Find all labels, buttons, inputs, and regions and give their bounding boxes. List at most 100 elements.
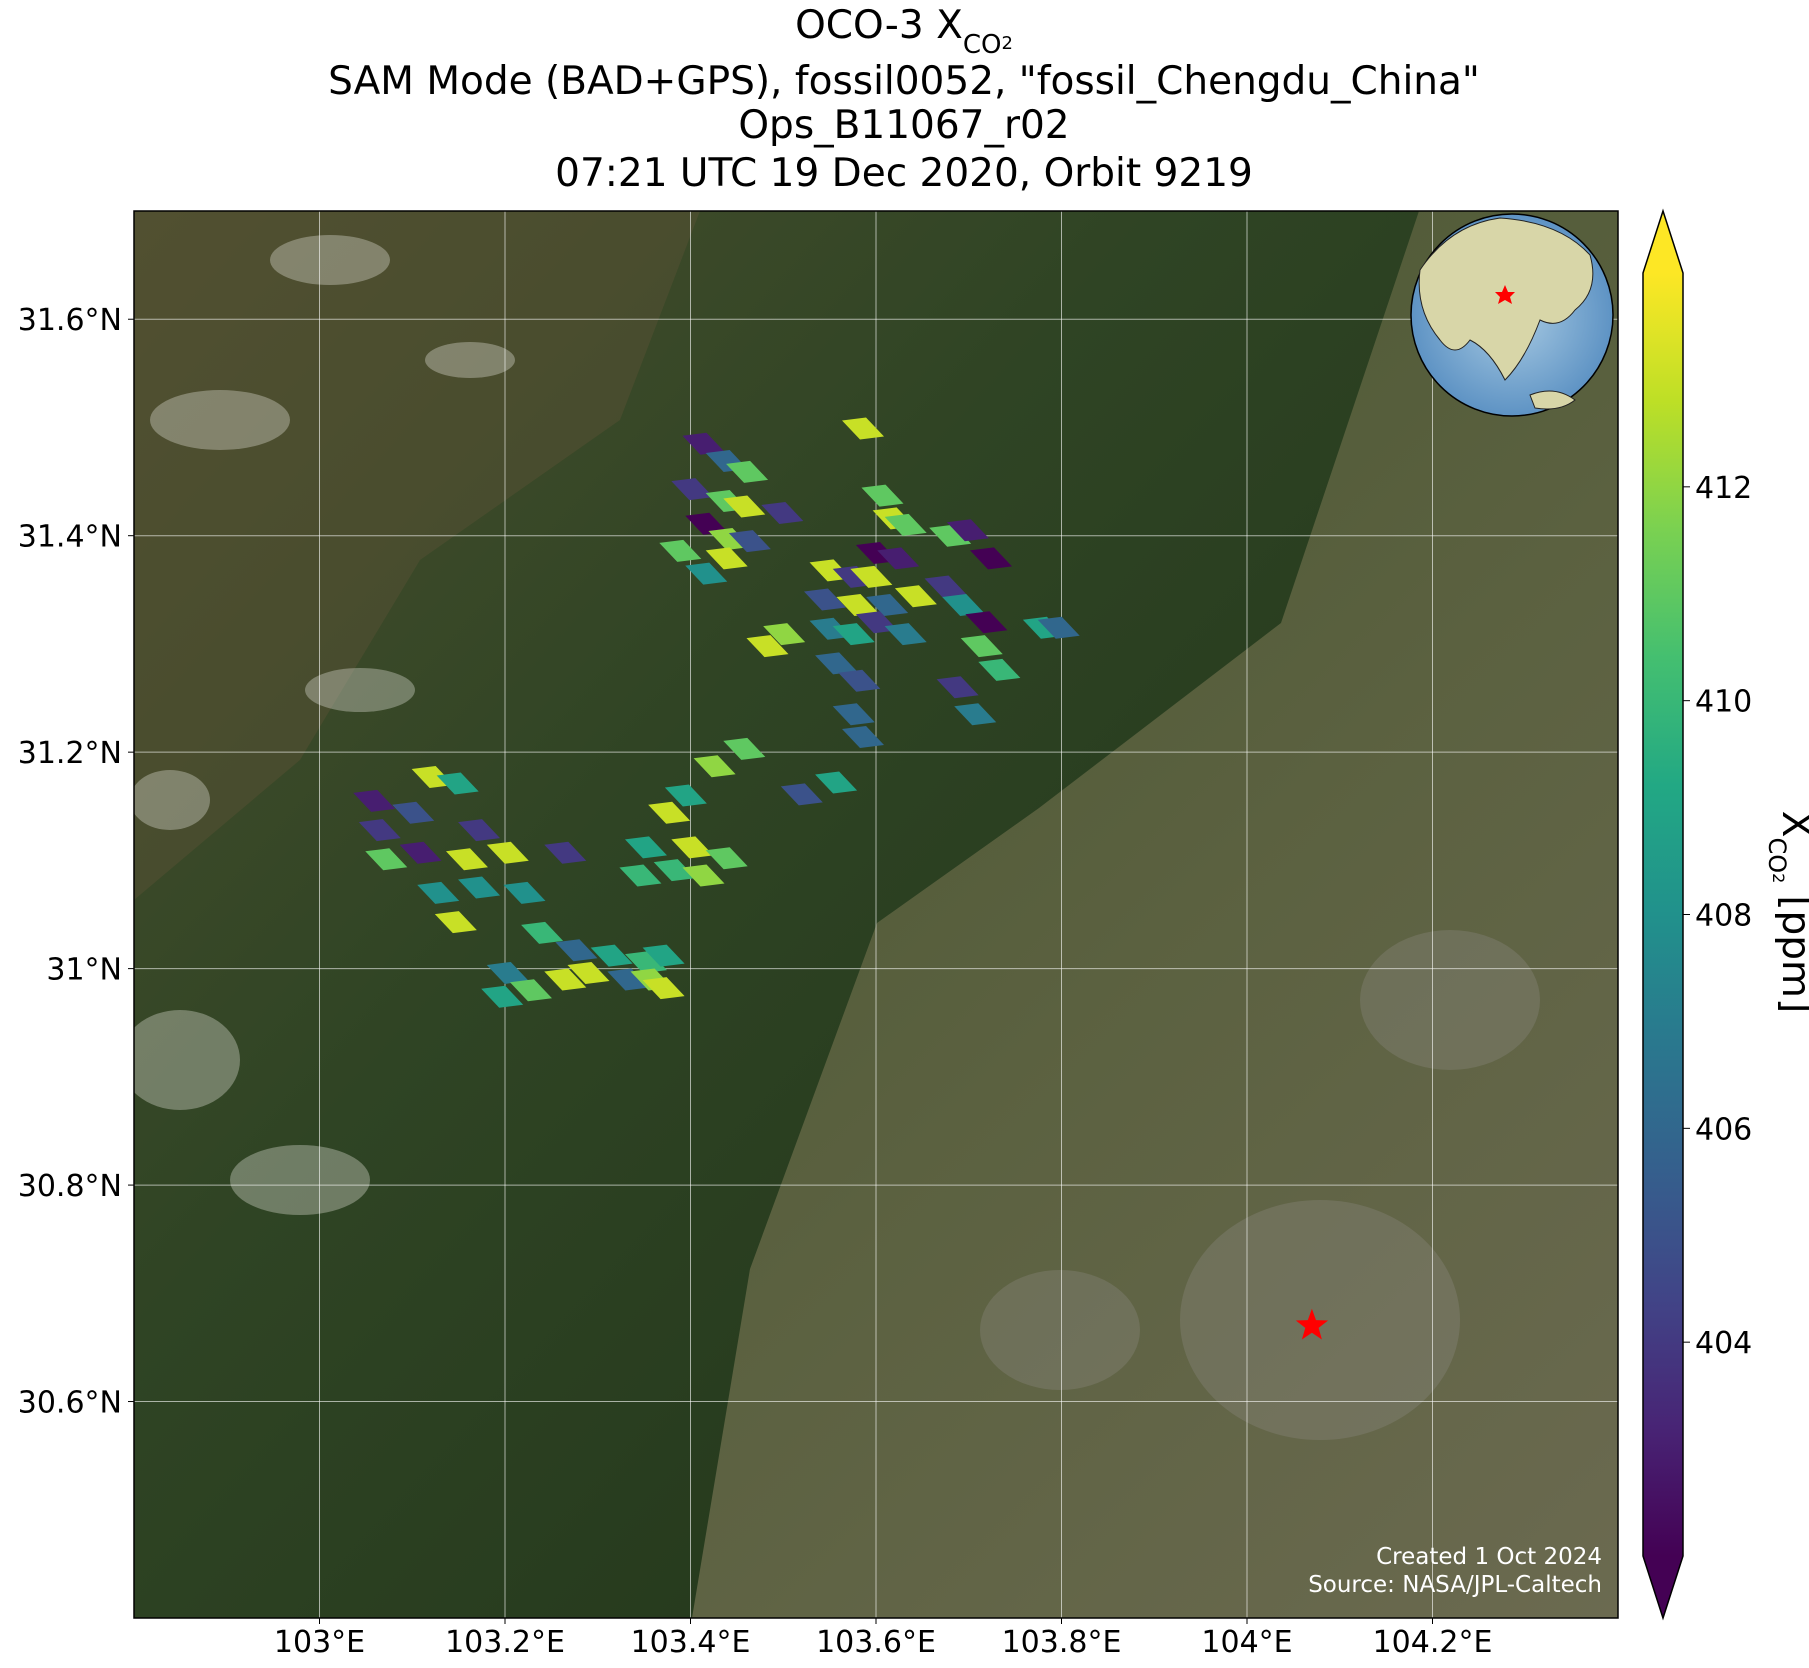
- y-tick-label: 31.6°N: [18, 303, 122, 338]
- sounding: [486, 841, 529, 864]
- title: OCO-3 XCO2 SAM Mode (BAD+GPS), fossil005…: [328, 3, 1480, 196]
- colorbar-label-unit: [ppm]: [1773, 895, 1809, 1013]
- sounding: [642, 944, 685, 967]
- sounding: [648, 801, 691, 824]
- target-star: [1295, 1308, 1329, 1340]
- sounding: [838, 669, 881, 692]
- sounding: [458, 819, 501, 842]
- sounding: [761, 501, 804, 524]
- inset-globe: [1410, 213, 1614, 417]
- y-tick-label: 30.6°N: [18, 1386, 122, 1421]
- title-line: 07:21 UTC 19 Dec 2020, Orbit 9219: [555, 151, 1253, 196]
- sounding: [861, 484, 904, 507]
- sounding: [746, 635, 789, 658]
- colorbar-tick-label: 404: [1695, 1326, 1752, 1361]
- sounding: [970, 547, 1013, 570]
- sounding: [458, 876, 501, 899]
- sounding: [803, 588, 846, 611]
- sounding: [693, 755, 736, 778]
- sounding: [664, 784, 707, 807]
- sounding: [965, 611, 1008, 634]
- sounding: [509, 979, 552, 1002]
- sounding: [705, 547, 748, 570]
- x-tick-label: 103.2°E: [445, 1625, 565, 1660]
- x-tick-label: 103.8°E: [1002, 1625, 1122, 1660]
- sounding: [842, 417, 885, 440]
- colorbar-label-subsub: 2: [1770, 873, 1789, 883]
- x-tick-label: 103.4°E: [631, 1625, 751, 1660]
- sounding: [653, 859, 696, 882]
- colorbar-label-sub: CO: [1763, 837, 1791, 873]
- title-subsub: 2: [1001, 33, 1012, 54]
- snow: [134, 235, 515, 1215]
- title-sub: CO: [963, 30, 1002, 60]
- footnote: Created 1 Oct 2024: [1376, 1544, 1602, 1570]
- globe-land: [1529, 390, 1576, 410]
- grid: [134, 211, 1618, 1618]
- sounding: [544, 968, 587, 991]
- sounding: [924, 575, 967, 598]
- sounding: [411, 766, 454, 789]
- sounding: [521, 921, 564, 944]
- mountain-terrain: [134, 211, 1419, 1618]
- sounding: [832, 703, 875, 726]
- sounding: [590, 944, 633, 967]
- sounding: [358, 819, 401, 842]
- colorbar-tick-label: 406: [1695, 1112, 1752, 1147]
- x-tick-label: 103°E: [274, 1625, 365, 1660]
- sounding: [726, 460, 769, 483]
- sounding: [503, 881, 546, 904]
- sounding: [842, 726, 885, 749]
- title-line: OCO-3 XCO2: [795, 3, 1013, 60]
- colorbar-tick-label: 412: [1695, 471, 1752, 506]
- y-tick-label: 31.4°N: [18, 520, 122, 555]
- sounding: [607, 968, 650, 991]
- sounding: [481, 985, 524, 1008]
- colorbar-tick-label: 410: [1695, 685, 1752, 720]
- soundings: [353, 417, 1080, 1008]
- sounding: [659, 539, 702, 562]
- sounding: [1037, 616, 1080, 639]
- sounding: [936, 676, 979, 699]
- sounding: [705, 847, 748, 870]
- sounding: [417, 881, 460, 904]
- y-tick-label: 31.2°N: [18, 736, 122, 771]
- high-terrain: [134, 211, 700, 900]
- sounding: [434, 911, 477, 934]
- x-tick-label: 103.6°E: [816, 1625, 936, 1660]
- sounding: [555, 939, 598, 962]
- sounding: [832, 623, 875, 646]
- colorbar-tick-label: 408: [1695, 899, 1752, 934]
- sounding: [815, 771, 858, 794]
- sounding: [682, 864, 725, 887]
- y-tick-label: 30.8°N: [18, 1169, 122, 1204]
- sounding: [894, 585, 937, 608]
- sounding: [685, 562, 728, 585]
- sounding: [978, 658, 1021, 681]
- colorbar-label: XCO2 [ppm]: [1763, 811, 1809, 1014]
- sounding: [960, 635, 1003, 658]
- sounding: [866, 593, 909, 616]
- sounding: [942, 593, 985, 616]
- sounding: [436, 772, 479, 795]
- sounding: [929, 524, 972, 547]
- colorbar: 404 406 408 410 412: [1642, 208, 1752, 1621]
- sounding: [815, 652, 858, 675]
- sounding: [392, 801, 435, 824]
- sounding: [624, 951, 667, 974]
- x-tick-label: 104.2°E: [1373, 1625, 1493, 1660]
- title-line: SAM Mode (BAD+GPS), fossil0052, "fossil_…: [328, 59, 1480, 104]
- sounding: [954, 703, 997, 726]
- sounding: [850, 565, 893, 588]
- sounding: [728, 530, 771, 553]
- sounding: [723, 495, 766, 518]
- colorbar-outline: [1642, 208, 1684, 1621]
- footnote: Source: NASA/JPL-Caltech: [1308, 1572, 1602, 1598]
- colorbar-extend-max: [1643, 211, 1683, 273]
- sounding: [671, 478, 714, 501]
- sounding: [685, 512, 728, 535]
- title-main: OCO-3 X: [795, 3, 963, 48]
- sounding: [884, 623, 927, 646]
